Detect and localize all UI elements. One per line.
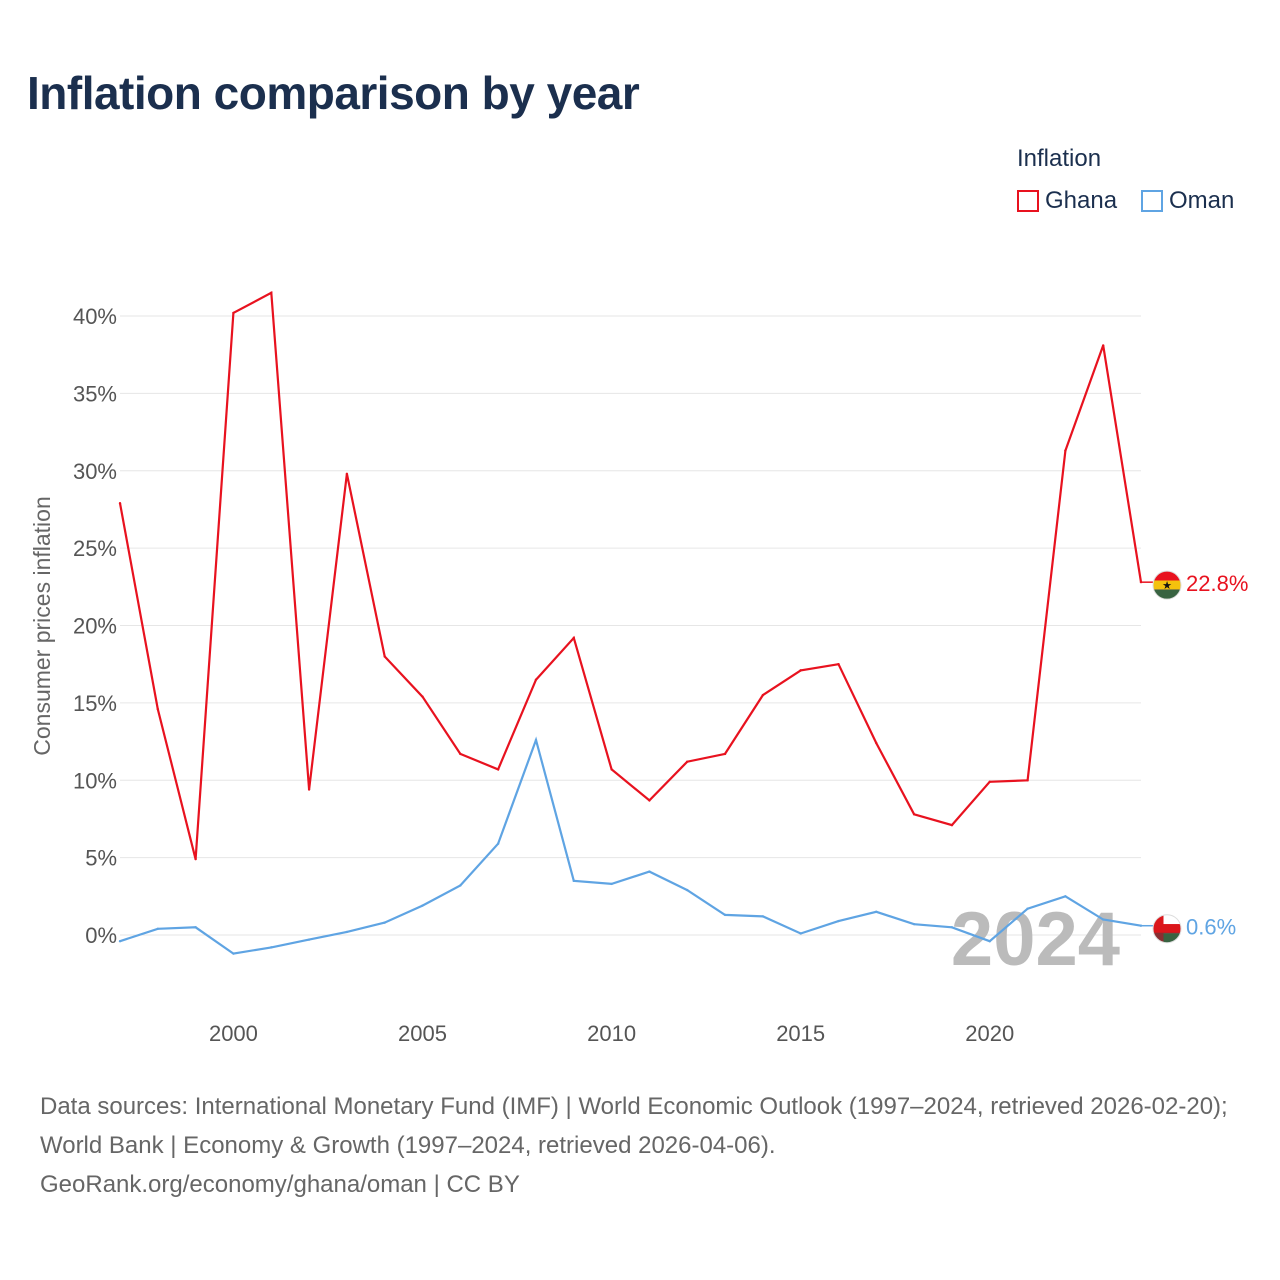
data-point-ghana — [686, 760, 689, 763]
credit-text: GeoRank.org/economy/ghana/oman | CC BY — [40, 1171, 520, 1198]
data-point-ghana — [572, 636, 575, 640]
data-point-oman — [950, 926, 954, 929]
data-point-oman — [534, 738, 538, 742]
data-point-ghana — [421, 695, 424, 698]
data-point-oman — [572, 879, 575, 883]
data-point-oman — [1101, 918, 1105, 921]
y-tick-label: 20% — [73, 614, 117, 639]
data-point-oman — [496, 842, 500, 845]
legend-swatch-ghana — [1017, 190, 1039, 212]
y-tick-label: 25% — [73, 536, 117, 561]
y-tick-label: 10% — [73, 768, 117, 793]
ghana-flag-icon: ★ — [1152, 570, 1182, 600]
data-point-ghana — [270, 291, 273, 294]
y-axis-title: Consumer prices inflation — [29, 496, 55, 756]
footer: Data sources: International Monetary Fun… — [40, 1087, 1250, 1204]
data-point-ghana — [799, 669, 802, 672]
series-line-oman — [119, 736, 1142, 955]
end-label-oman: 0.6% — [1186, 915, 1236, 940]
data-point-ghana — [761, 693, 765, 697]
legend-title: Inflation — [1017, 145, 1102, 172]
series-line-ghana — [118, 291, 1143, 860]
data-point-oman — [383, 921, 386, 924]
legend-label-ghana: Ghana — [1045, 187, 1118, 214]
data-point-oman — [307, 938, 311, 941]
data-point-ghana — [496, 768, 500, 771]
data-point-oman — [421, 904, 424, 907]
data-point-ghana — [232, 311, 235, 315]
y-tick-label: 40% — [73, 304, 117, 329]
data-point-ghana — [988, 780, 991, 783]
y-tick-label: 0% — [85, 923, 117, 948]
data-point-ghana — [345, 472, 349, 476]
y-tick-label: 15% — [73, 691, 117, 716]
data-point-ghana — [534, 678, 538, 681]
data-point-oman — [648, 870, 651, 873]
data-point-ghana — [1101, 344, 1105, 347]
data-point-ghana — [950, 823, 954, 827]
x-tick-label: 2015 — [776, 1021, 825, 1046]
data-point-ghana — [648, 799, 651, 802]
y-tick-label: 35% — [73, 381, 117, 406]
data-point-oman — [912, 922, 916, 926]
data-point-oman — [345, 930, 349, 934]
data-point-oman — [761, 915, 765, 918]
legend-item-ghana[interactable]: Ghana — [1017, 186, 1117, 216]
y-tick-label: 30% — [73, 459, 117, 484]
data-point-ghana — [837, 662, 840, 666]
legend-item-oman[interactable]: Oman — [1141, 186, 1234, 216]
line-chart: 0% 5% 10% 15% 20% 25% 30% 35% 40% 2000 2005 2010 201… — [29, 291, 1248, 1046]
data-point-oman — [1064, 895, 1067, 898]
data-point-oman — [232, 952, 235, 955]
x-tick-label: 2010 — [587, 1021, 636, 1046]
data-point-ghana — [875, 741, 878, 745]
data-point-oman — [118, 939, 122, 943]
svg-text:★: ★ — [1162, 579, 1172, 592]
data-point-ghana — [194, 857, 197, 861]
legend-swatch-oman — [1141, 190, 1163, 212]
data-point-ghana — [723, 752, 727, 756]
data-point-oman — [837, 919, 840, 923]
x-tick-label: 2000 — [209, 1021, 258, 1046]
data-point-ghana — [459, 752, 462, 756]
data-point-oman — [459, 884, 462, 887]
data-point-oman — [875, 910, 878, 913]
x-tick-label: 2020 — [965, 1021, 1014, 1046]
data-point-oman — [194, 926, 197, 929]
data-point-ghana — [1064, 449, 1067, 452]
data-point-ghana — [610, 768, 613, 771]
legend-label-oman: Oman — [1169, 187, 1235, 214]
data-point-oman — [156, 927, 160, 931]
end-label-ghana: 22.8% — [1186, 571, 1248, 596]
data-point-oman — [723, 913, 727, 917]
y-tick-label: 5% — [85, 846, 117, 871]
data-point-oman — [988, 939, 991, 943]
data-point-oman — [686, 888, 689, 892]
x-tick-label: 2005 — [398, 1021, 447, 1046]
data-point-ghana — [1026, 779, 1029, 782]
oman-flag-icon — [1152, 914, 1182, 944]
year-overlay: 2024 — [951, 897, 1120, 982]
data-point-oman — [270, 946, 273, 949]
chart-title: Inflation comparison by year — [27, 67, 640, 119]
data-point-ghana — [307, 788, 311, 791]
data-point-oman — [610, 882, 613, 886]
data-point-ghana — [156, 707, 160, 711]
data-point-oman — [799, 932, 802, 935]
data-point-oman — [1026, 907, 1029, 910]
data-point-ghana — [118, 502, 122, 505]
data-sources-text: Data sources: International Monetary Fun… — [40, 1093, 1228, 1159]
data-point-ghana — [383, 655, 386, 658]
data-point-ghana — [912, 813, 916, 816]
